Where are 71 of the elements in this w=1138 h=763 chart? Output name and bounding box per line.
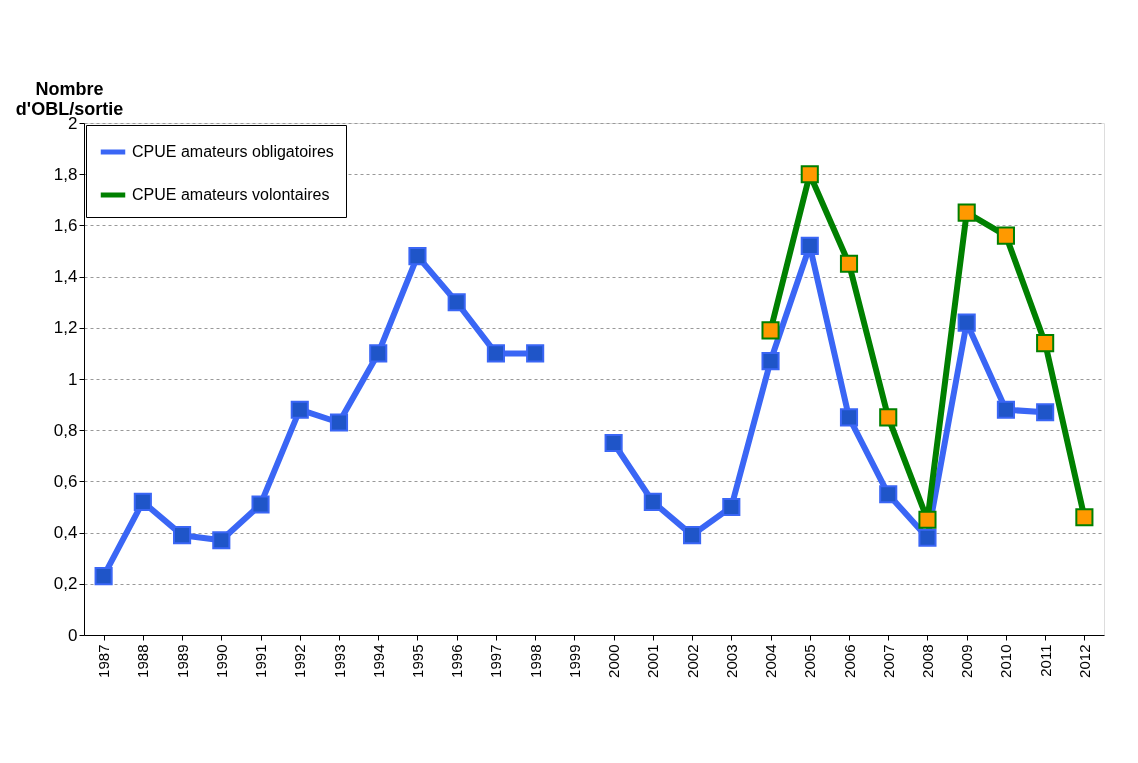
point <box>1075 508 1094 527</box>
point <box>879 485 898 504</box>
x-tick-label: 2012 <box>1075 644 1093 678</box>
x-tick-label: 2000 <box>605 644 623 678</box>
x-tick-label: 2005 <box>801 644 819 678</box>
x-tick-label: 1995 <box>408 644 426 678</box>
point <box>918 528 937 547</box>
legend-label: CPUE amateurs obligatoires <box>132 143 334 160</box>
x-tick-label: 2007 <box>879 644 897 678</box>
x-tick-label: 2004 <box>762 644 780 678</box>
point <box>329 413 349 432</box>
x-tick-label: 1997 <box>487 644 505 678</box>
point <box>1036 334 1055 353</box>
y-tick-label: 1 <box>68 369 78 389</box>
point <box>918 510 937 529</box>
x-tick-label: 1990 <box>212 644 230 678</box>
point <box>1036 403 1055 422</box>
point <box>957 313 976 332</box>
point <box>408 247 427 266</box>
x-tick-label: 1988 <box>134 644 152 678</box>
x-tick-label: 2009 <box>958 644 976 678</box>
point <box>879 408 898 427</box>
y-tick-label: 1,8 <box>53 164 78 184</box>
x-tick-label: 2002 <box>683 644 701 678</box>
point <box>839 254 859 273</box>
point <box>251 495 270 514</box>
y-tick-label: 0,2 <box>53 574 78 594</box>
point <box>996 400 1015 419</box>
point <box>683 526 702 545</box>
point <box>643 492 662 511</box>
y-tick-label: 0,4 <box>53 523 78 543</box>
point <box>839 408 859 427</box>
x-tick-label: 1998 <box>526 644 544 678</box>
point <box>800 165 819 184</box>
point <box>447 293 466 312</box>
y-tick-label: 1,4 <box>53 267 78 287</box>
point <box>212 531 231 550</box>
point <box>526 344 545 363</box>
point <box>173 526 192 545</box>
point <box>761 352 780 371</box>
point <box>722 497 741 517</box>
x-tick-label: 2006 <box>840 644 858 678</box>
y-tick-label: 0,6 <box>53 471 78 491</box>
x-tick-label: 1999 <box>565 644 583 678</box>
y-tick-label: 0 <box>68 625 78 645</box>
x-tick-label: 2001 <box>644 644 662 678</box>
y-tick-label: 0,8 <box>53 420 78 440</box>
point <box>369 344 388 363</box>
x-tick-label: 1992 <box>291 644 309 678</box>
point <box>94 567 113 586</box>
point <box>290 400 309 419</box>
x-tick-label: 1989 <box>173 644 191 678</box>
point <box>604 433 623 453</box>
point <box>996 226 1015 245</box>
x-tick-label: 1987 <box>95 644 113 678</box>
point <box>486 344 505 363</box>
x-tick-label: 1991 <box>252 644 270 678</box>
x-tick-label: 2008 <box>918 644 936 678</box>
x-tick-label: 2011 <box>1036 644 1054 677</box>
x-tick-label: 2010 <box>997 644 1015 678</box>
x-tick-label: 2003 <box>722 644 740 678</box>
point <box>957 203 976 222</box>
x-tick-label: 1994 <box>369 644 387 678</box>
y-tick-label: 1,2 <box>53 318 78 338</box>
point <box>133 492 152 511</box>
x-tick-label: 1996 <box>448 644 466 678</box>
point <box>761 321 780 340</box>
y-tick-label: 1,6 <box>53 215 78 235</box>
x-tick-label: 1993 <box>330 644 348 678</box>
legend-label: CPUE amateurs volontaires <box>132 186 330 203</box>
point <box>800 236 819 255</box>
